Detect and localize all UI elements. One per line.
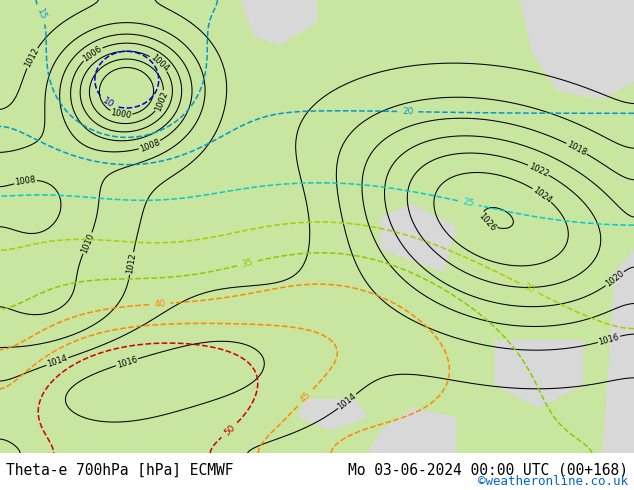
Polygon shape	[495, 340, 583, 408]
Polygon shape	[241, 0, 317, 46]
Text: 35: 35	[241, 258, 254, 269]
Polygon shape	[380, 204, 456, 272]
Text: 1020: 1020	[604, 269, 626, 289]
Polygon shape	[368, 408, 456, 453]
Text: 10: 10	[101, 96, 115, 110]
Polygon shape	[298, 399, 368, 431]
Text: 1014: 1014	[46, 354, 68, 369]
Text: 1000: 1000	[110, 108, 132, 121]
Text: 1014: 1014	[336, 392, 358, 412]
Text: 1012: 1012	[23, 47, 41, 70]
Polygon shape	[0, 0, 634, 453]
Text: 20: 20	[402, 107, 413, 116]
Text: 45: 45	[299, 390, 313, 404]
Text: 1022: 1022	[527, 161, 550, 178]
Text: 1006: 1006	[81, 44, 103, 63]
Text: 30: 30	[522, 281, 536, 295]
Text: 1026: 1026	[477, 211, 498, 233]
Text: 1010: 1010	[79, 232, 96, 254]
Text: 40: 40	[153, 299, 165, 309]
Text: 1004: 1004	[148, 52, 170, 74]
Text: Mo 03-06-2024 00:00 UTC (00+168): Mo 03-06-2024 00:00 UTC (00+168)	[347, 463, 628, 477]
Polygon shape	[602, 249, 634, 453]
Text: 25: 25	[462, 197, 475, 209]
Text: 1024: 1024	[531, 185, 553, 205]
Text: 15: 15	[35, 7, 48, 21]
Text: 1008: 1008	[15, 175, 37, 187]
Text: 1016: 1016	[115, 355, 138, 369]
Text: 1002: 1002	[153, 90, 169, 113]
Text: 50: 50	[222, 423, 236, 437]
Text: 1018: 1018	[565, 140, 588, 157]
Text: 1016: 1016	[598, 332, 621, 346]
Polygon shape	[520, 0, 634, 99]
Text: 1012: 1012	[126, 252, 138, 274]
Text: Theta-e 700hPa [hPa] ECMWF: Theta-e 700hPa [hPa] ECMWF	[6, 463, 234, 477]
Text: 1008: 1008	[138, 137, 161, 153]
Text: ©weatheronline.co.uk: ©weatheronline.co.uk	[477, 475, 628, 488]
